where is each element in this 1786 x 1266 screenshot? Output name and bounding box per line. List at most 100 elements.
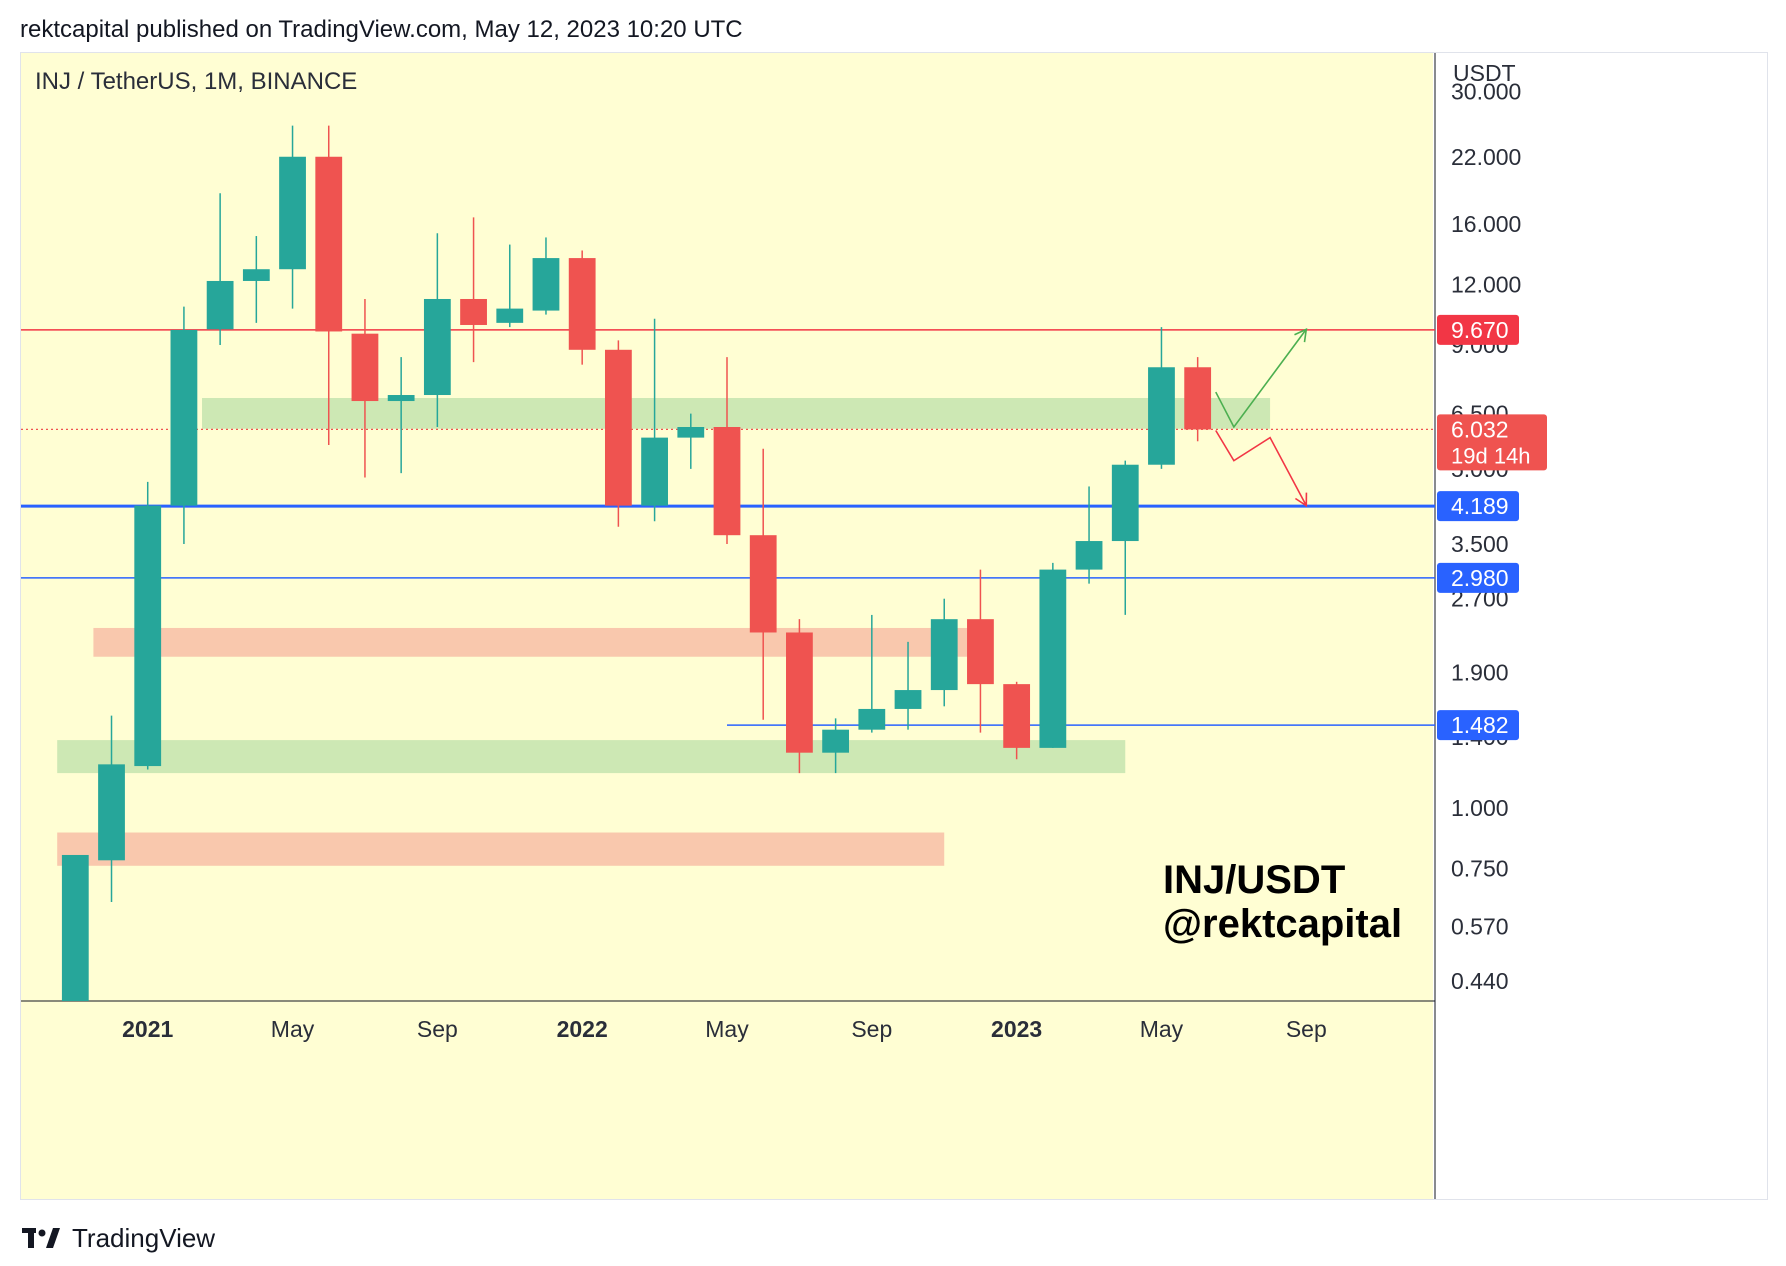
y-tick-label: 3.500 xyxy=(1451,531,1509,557)
price-tag-label: 1.482 xyxy=(1451,712,1509,738)
y-tick-label: 22.000 xyxy=(1451,144,1521,170)
candle-body xyxy=(242,269,270,281)
candle xyxy=(61,854,89,1001)
price-tag xyxy=(1437,491,1519,522)
x-tick-label: Sep xyxy=(851,1016,892,1042)
y-tick-label: 12.000 xyxy=(1451,271,1521,297)
candle-body xyxy=(1039,569,1067,748)
projection-down-arrowhead xyxy=(1294,492,1308,508)
y-tick-label: 1.900 xyxy=(1451,660,1509,686)
candle xyxy=(279,125,306,309)
candle-body xyxy=(1111,464,1139,542)
candle-body xyxy=(1184,367,1212,430)
candle-body xyxy=(677,426,705,438)
candle-body xyxy=(315,156,343,332)
candle-body xyxy=(822,729,850,753)
price-tag-label: 9.670 xyxy=(1451,317,1509,343)
candle-body xyxy=(134,505,162,767)
candle xyxy=(1111,460,1139,615)
x-tick-label: Sep xyxy=(1286,1016,1327,1042)
candle xyxy=(749,448,777,720)
candle-body xyxy=(170,329,198,506)
candle-body xyxy=(279,156,306,270)
candle xyxy=(242,236,270,323)
candle xyxy=(858,614,886,733)
candle xyxy=(568,250,596,365)
footer: TradingView xyxy=(20,1218,215,1258)
candle xyxy=(1184,357,1212,442)
candle xyxy=(677,413,705,469)
price-axis-background xyxy=(1435,53,1767,1199)
y-tick-label: 1.000 xyxy=(1451,795,1509,821)
watermark-pair: INJ/USDT xyxy=(1163,858,1345,902)
projection-up-arrowhead xyxy=(1294,327,1308,343)
projection-up-path xyxy=(1215,328,1307,429)
candle xyxy=(1075,486,1103,584)
candle-body xyxy=(351,333,379,402)
candle xyxy=(206,193,234,346)
candle xyxy=(315,125,343,446)
candle-body xyxy=(568,258,596,350)
candle xyxy=(1148,327,1175,469)
price-tag-label: 4.189 xyxy=(1451,493,1509,519)
candle xyxy=(930,598,958,707)
candle xyxy=(967,569,994,733)
y-tick-label: 0.750 xyxy=(1451,856,1509,882)
x-tick-label: 2023 xyxy=(991,1016,1042,1042)
x-tick-label: 2021 xyxy=(122,1016,173,1042)
candle-body xyxy=(930,619,958,691)
current-price-tag xyxy=(1437,414,1547,471)
candle-body xyxy=(387,395,415,402)
candle xyxy=(98,715,125,902)
green-zone xyxy=(57,740,1126,774)
candles xyxy=(61,125,1212,1001)
candle xyxy=(641,318,668,522)
projection-down-path xyxy=(1215,430,1307,506)
tradingview-logo-icon[interactable] xyxy=(20,1225,64,1251)
green-zone xyxy=(202,398,1271,429)
x-tick-label: May xyxy=(705,1016,749,1042)
candlestick-chart[interactable]: INJ / TetherUS, 1M, BINANCE INJ/USDT@rekt… xyxy=(21,53,1768,1200)
candle xyxy=(351,298,379,478)
candle-body xyxy=(1003,684,1031,748)
candle-body xyxy=(206,280,234,330)
candle-body xyxy=(967,619,994,685)
red-zone xyxy=(57,832,945,866)
price-tag-label: 2.980 xyxy=(1451,565,1509,591)
candle xyxy=(532,237,560,315)
projections xyxy=(1215,327,1308,508)
candle xyxy=(1003,681,1031,760)
x-tick-label: May xyxy=(1140,1016,1184,1042)
price-tag xyxy=(1437,314,1519,345)
x-tick-label: May xyxy=(271,1016,315,1042)
candle-body xyxy=(786,632,813,753)
y-tick-label: 30.000 xyxy=(1451,78,1521,104)
y-axis-title: USDT xyxy=(1453,60,1516,86)
candle xyxy=(170,306,198,545)
candle-body xyxy=(1075,541,1103,570)
zones xyxy=(57,398,1271,866)
candle-body xyxy=(98,764,125,861)
y-tick-label: 16.000 xyxy=(1451,211,1521,237)
candle xyxy=(496,244,524,328)
candle-body xyxy=(1148,367,1175,465)
chart-container[interactable]: INJ / TetherUS, 1M, BINANCE INJ/USDT @rekt… xyxy=(20,52,1768,1200)
candle-body xyxy=(858,708,886,730)
footer-brand[interactable]: TradingView xyxy=(72,1222,216,1253)
time-axis-background xyxy=(21,1001,1433,1199)
candle-body xyxy=(496,308,524,323)
x-tick-label: Sep xyxy=(417,1016,458,1042)
time-axis: 2021 May Sep 2022 May Sep 2023 May Sep xyxy=(122,1016,1327,1042)
symbol-label: INJ / TetherUS, 1M, BINANCE xyxy=(35,68,357,95)
y-tick-label: 0.570 xyxy=(1451,913,1509,939)
red-zone xyxy=(93,627,981,657)
x-tick-label: 2022 xyxy=(557,1016,608,1042)
published-header: rektcapital published on TradingView.com… xyxy=(20,16,743,43)
candle xyxy=(387,357,415,474)
candle xyxy=(423,233,451,427)
candle-body xyxy=(641,437,668,506)
candle-body xyxy=(61,854,89,1001)
candle xyxy=(604,340,632,527)
current-price-label: 6.032 xyxy=(1451,416,1509,442)
